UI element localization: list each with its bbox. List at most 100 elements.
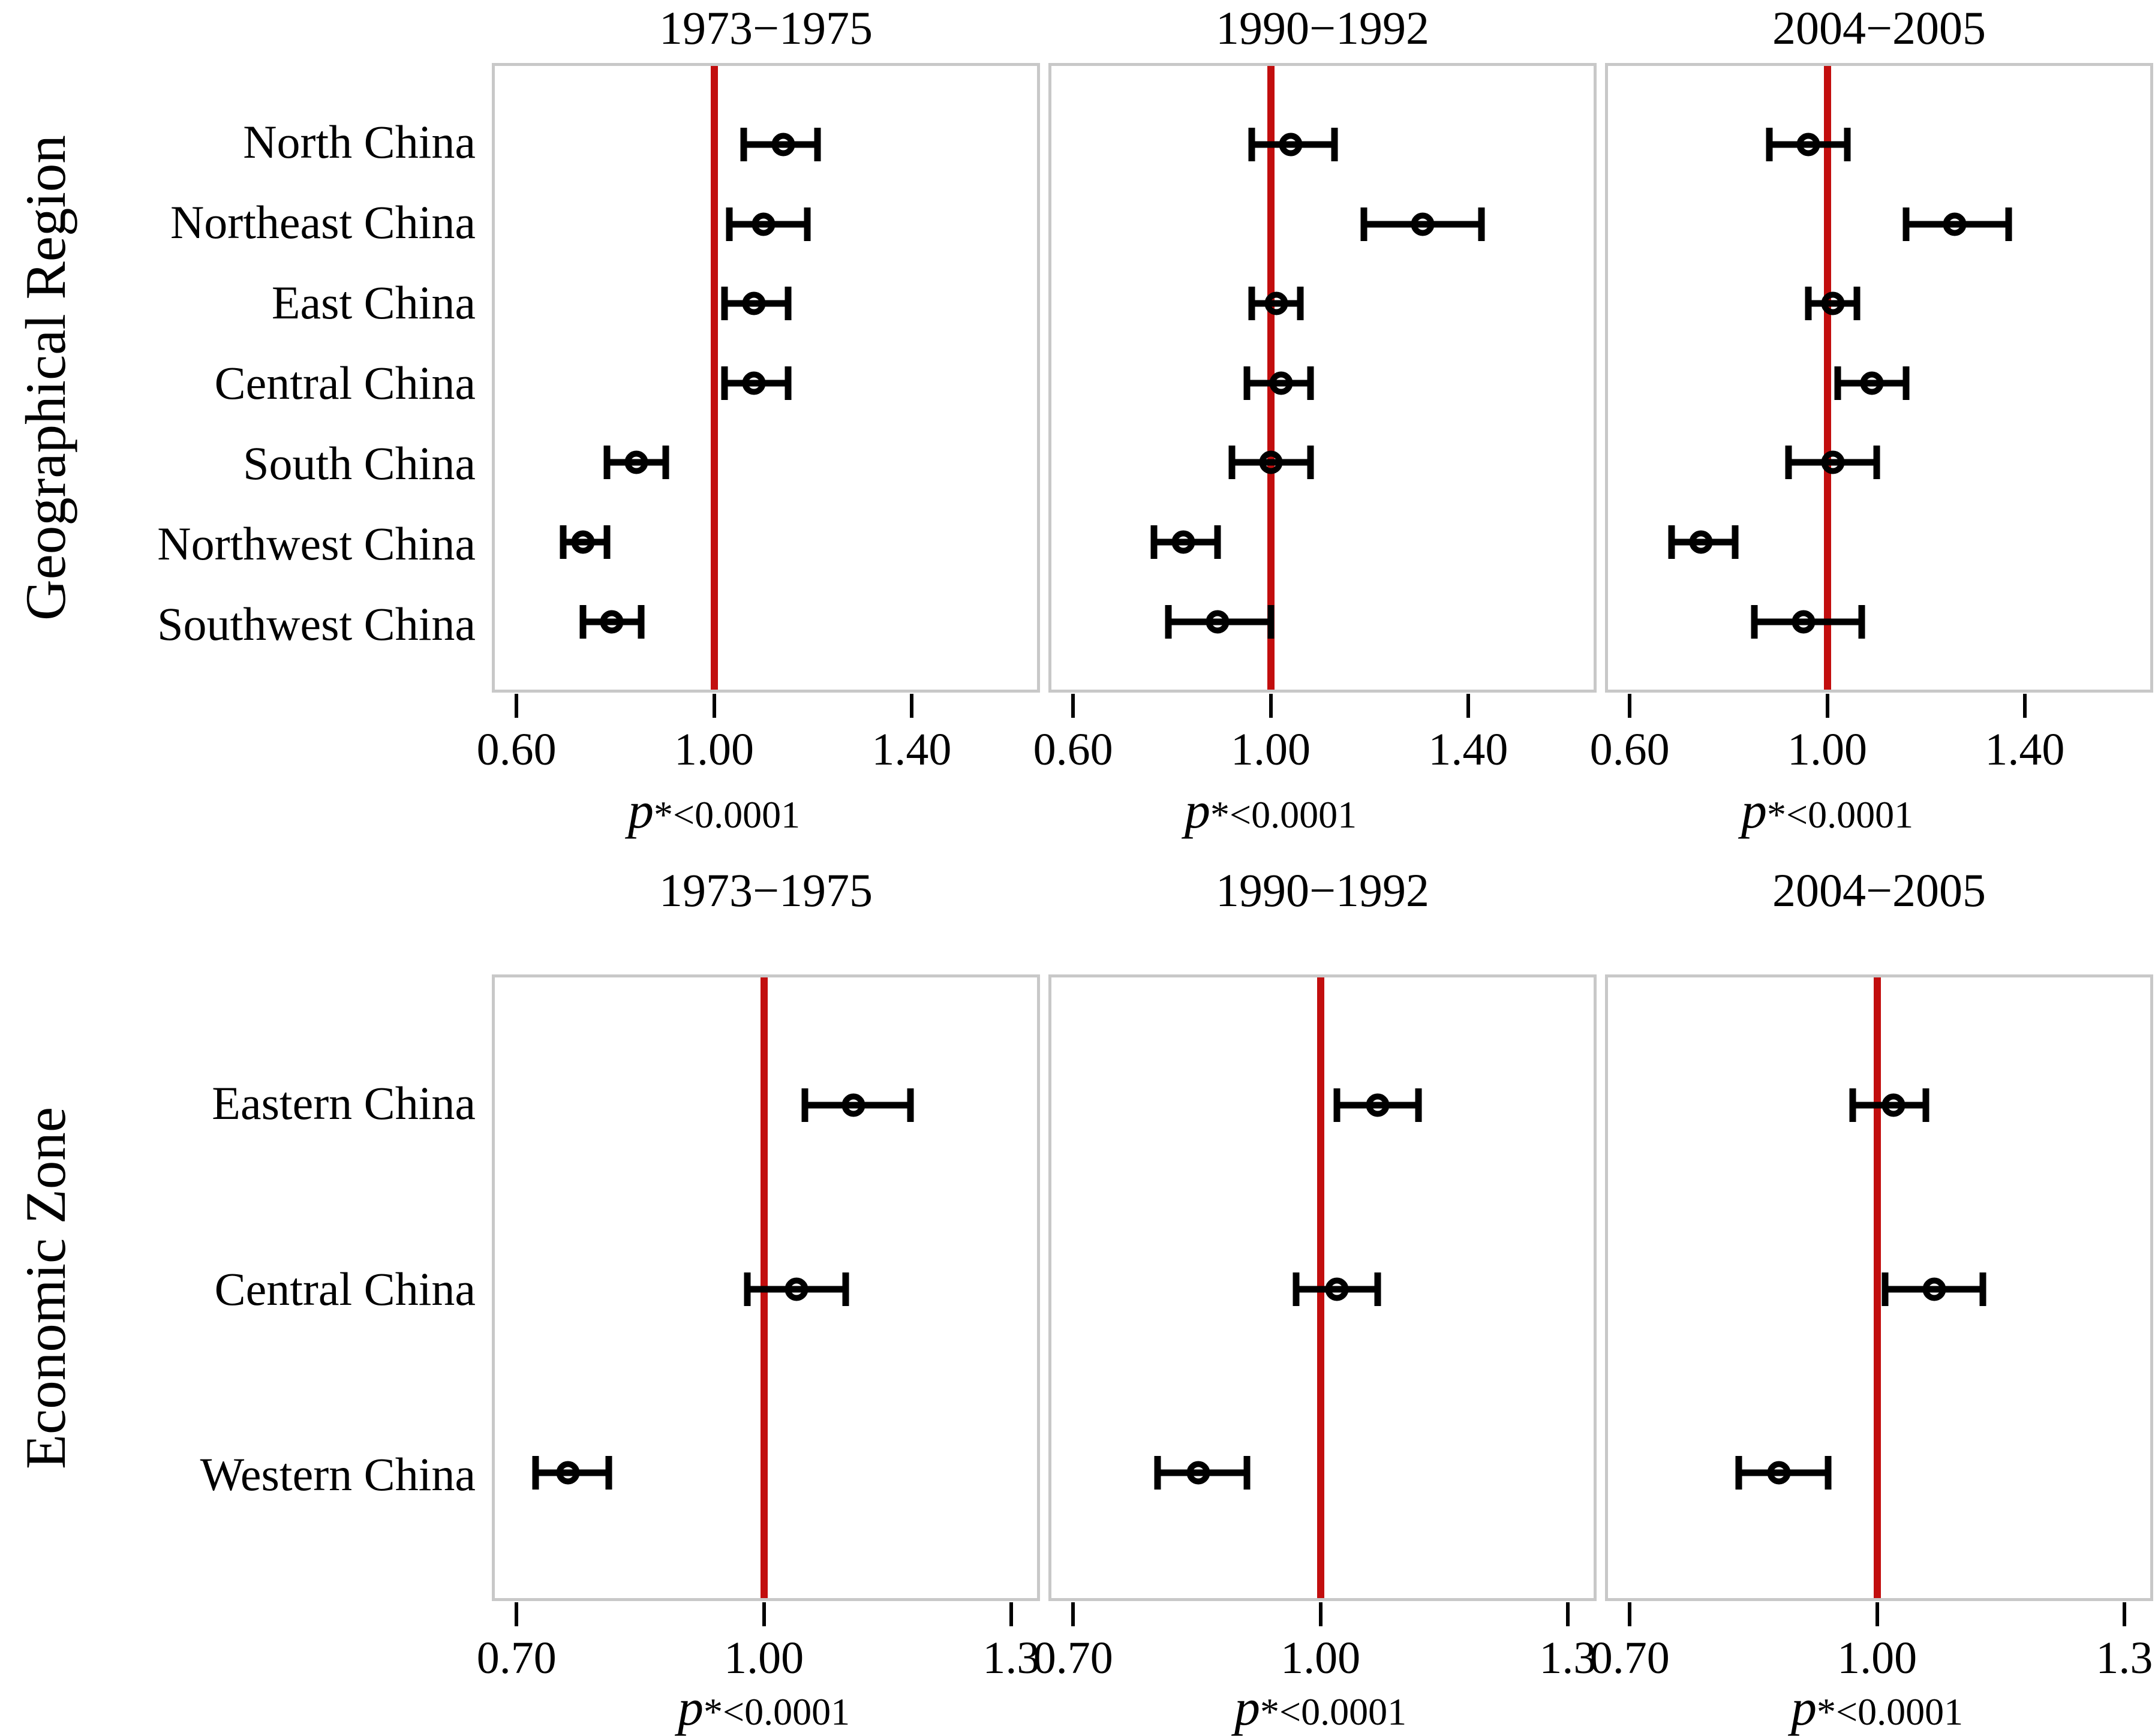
- forest-panel: [492, 974, 1040, 1601]
- ci-cap: [1825, 1455, 1832, 1490]
- p-value-label: p*<0.0001: [1185, 784, 1357, 836]
- ci-cap: [1858, 604, 1865, 639]
- axis-tick-label: 1.00: [1281, 1633, 1361, 1683]
- ci-cap: [1785, 446, 1792, 480]
- axis-tick: [1071, 694, 1075, 718]
- panel-title: 1973−1975: [659, 2, 873, 54]
- axis-tick-label: 1.40: [1428, 724, 1508, 775]
- p-value-star: *: [653, 793, 673, 836]
- axis-tick: [1825, 694, 1829, 718]
- point-estimate-marker: [1279, 133, 1303, 157]
- p-value-threshold: <0.0001: [723, 1690, 850, 1733]
- ci-cap: [740, 128, 747, 162]
- point-estimate-marker: [742, 371, 766, 395]
- axis-tick-label: 0.60: [476, 724, 557, 775]
- point-estimate-marker: [1792, 610, 1816, 634]
- p-value-label: p*<0.0001: [678, 1681, 850, 1733]
- axis-tick-label: 1.00: [724, 1633, 804, 1683]
- ci-cap: [1307, 366, 1314, 400]
- axis-tick-label: 0.60: [1033, 724, 1113, 775]
- ci-cap: [1922, 1088, 1929, 1123]
- point-estimate-marker: [1325, 1277, 1349, 1301]
- ci-cap: [1243, 366, 1251, 400]
- ci-cap: [1805, 287, 1812, 321]
- ci-cap: [2005, 207, 2012, 241]
- axis-tick-label: 1.00: [1231, 724, 1311, 775]
- point-estimate-marker: [1269, 371, 1293, 395]
- ci-cap: [1844, 128, 1851, 162]
- ci-cap: [1267, 604, 1275, 639]
- ci-cap: [1979, 1272, 1986, 1306]
- point-estimate-marker: [1860, 371, 1884, 395]
- axis-tick: [1875, 1602, 1879, 1626]
- point-estimate-marker: [1259, 450, 1283, 474]
- axis-tick-label: 1.40: [1985, 724, 2065, 775]
- axis-tick-label: 1.00: [1787, 724, 1868, 775]
- p-value-threshold: <0.0001: [1279, 1690, 1407, 1733]
- ci-cap: [1248, 128, 1255, 162]
- axis-tick: [515, 694, 519, 718]
- point-estimate-marker: [1882, 1093, 1905, 1117]
- axis-tick-label: 0.60: [1589, 724, 1670, 775]
- forest-panel: [492, 63, 1040, 693]
- point-estimate-marker: [1922, 1277, 1946, 1301]
- axis-tick: [712, 694, 716, 718]
- axis-tick-label: 0.70: [1589, 1633, 1670, 1683]
- ci-cap: [1478, 207, 1485, 241]
- ci-cap: [1902, 366, 1910, 400]
- ci-cap: [1307, 446, 1314, 480]
- panel-title: 1990−1992: [1216, 864, 1429, 916]
- forest-panel: [1605, 63, 2153, 693]
- category-label: Eastern China: [212, 1077, 476, 1130]
- point-estimate-marker: [571, 530, 595, 554]
- point-estimate-marker: [785, 1277, 808, 1301]
- axis-tick: [1269, 694, 1273, 718]
- ci-cap: [785, 287, 792, 321]
- ci-cap: [1668, 525, 1675, 559]
- ci-cap: [1360, 207, 1367, 241]
- point-estimate-marker: [1689, 530, 1713, 554]
- point-estimate-marker: [1943, 212, 1967, 236]
- ci-cap: [1415, 1088, 1422, 1123]
- p-value-star: *: [1260, 1690, 1280, 1733]
- ci-cap: [1732, 525, 1739, 559]
- axis-tick: [1565, 1602, 1570, 1626]
- ci-cap: [726, 207, 733, 241]
- point-estimate-marker: [556, 1461, 580, 1485]
- forest-panel: [1048, 974, 1597, 1601]
- axis-tick: [1071, 1602, 1075, 1626]
- ci-cap: [1751, 604, 1758, 639]
- ci-cap: [1374, 1272, 1381, 1306]
- p-value-lead: p: [627, 781, 654, 839]
- axis-tick-label: 0.70: [1033, 1633, 1113, 1683]
- point-estimate-marker: [600, 610, 624, 634]
- category-label: South China: [243, 437, 476, 489]
- p-value-label: p*<0.0001: [1234, 1681, 1406, 1733]
- ci-cap: [744, 1272, 751, 1306]
- ci-cap: [1873, 446, 1880, 480]
- ci-cap: [532, 1455, 539, 1490]
- ci-cap: [1333, 1088, 1341, 1123]
- ci-cap: [1853, 287, 1861, 321]
- axis-tick: [762, 1602, 766, 1626]
- point-estimate-marker: [1186, 1461, 1210, 1485]
- ci-cap: [560, 525, 567, 559]
- point-estimate-marker: [624, 450, 648, 474]
- reference-line: [1824, 66, 1832, 690]
- p-value-star: *: [1210, 793, 1230, 836]
- p-value-star: *: [1766, 793, 1786, 836]
- ci-cap: [1293, 1272, 1300, 1306]
- ci-cap: [721, 366, 728, 400]
- p-value-lead: p: [1234, 1678, 1261, 1736]
- axis-tick: [1318, 1602, 1323, 1626]
- axis-tick: [1628, 1602, 1632, 1626]
- point-estimate-marker: [752, 212, 776, 236]
- axis-tick: [2022, 694, 2027, 718]
- point-estimate-marker: [841, 1093, 865, 1117]
- category-label: Central China: [214, 1262, 476, 1315]
- axis-tick-label: 1.00: [674, 724, 755, 775]
- point-estimate-marker: [1171, 530, 1195, 554]
- p-value-threshold: <0.0001: [1229, 793, 1357, 836]
